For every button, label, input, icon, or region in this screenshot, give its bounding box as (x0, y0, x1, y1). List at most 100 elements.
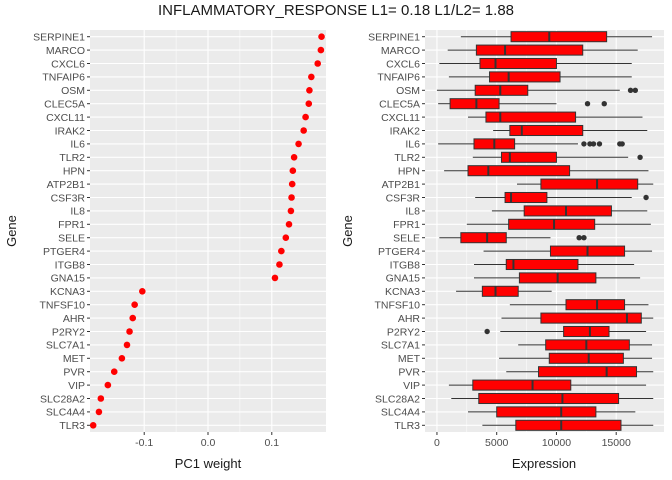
box (508, 218, 596, 230)
gene-label: SLC7A1 (46, 340, 85, 352)
gene-label: VIP (68, 380, 85, 392)
box (449, 98, 500, 110)
box (565, 299, 626, 311)
gene-label: CLEC5A (44, 99, 85, 111)
weight-point (278, 247, 285, 255)
weight-point (104, 381, 112, 389)
weight-point (318, 33, 325, 40)
weight-point (285, 221, 293, 228)
x-tick-label: 0.1 (264, 437, 279, 449)
gene-label: SLC28A2 (375, 393, 420, 405)
gene-label: IL6 (70, 139, 85, 151)
gene-label: CSF3R (386, 192, 421, 204)
box (481, 285, 519, 297)
box (489, 71, 561, 83)
outlier-point (576, 235, 582, 241)
outlier-point (643, 194, 649, 201)
weight-point (126, 328, 133, 335)
weight-point (308, 73, 315, 81)
x-tick-label: 0.0 (201, 437, 216, 449)
gene-label: KCNA3 (385, 286, 420, 298)
outlier-point (601, 101, 607, 107)
weight-point (287, 207, 295, 215)
weight-point (95, 408, 103, 416)
box (472, 379, 572, 391)
outlier-point (596, 141, 603, 147)
gene-label: GNA15 (386, 273, 421, 285)
box (479, 57, 557, 70)
box (548, 352, 624, 364)
weight-point (118, 355, 126, 362)
gene-label: CLEC5A (379, 99, 420, 111)
weight-point (276, 261, 283, 268)
box (505, 258, 579, 271)
gene-label: P2RY2 (52, 326, 85, 338)
outlier-point (590, 141, 597, 147)
weight-point (282, 234, 290, 241)
weight-point (110, 368, 118, 376)
outlier-point (584, 101, 591, 107)
gene-label: TNFAIP6 (42, 72, 85, 84)
gene-label: CSF3R (51, 192, 86, 204)
box (500, 151, 557, 163)
box (523, 205, 612, 217)
weight-point (295, 140, 302, 148)
outlier-point (581, 141, 587, 147)
box (478, 392, 620, 405)
weight-point (97, 395, 105, 402)
weight-point (129, 314, 137, 322)
box (485, 111, 577, 123)
gene-label: ITGB8 (55, 259, 86, 271)
x-tick-label: 0 (434, 437, 440, 449)
gene-label: IL8 (405, 206, 420, 218)
gene-label: MARCO (381, 45, 420, 57)
gene-label: SLC28A2 (40, 393, 85, 405)
gene-label: HPN (63, 166, 85, 178)
gene-label: IL6 (405, 139, 420, 151)
weight-point (288, 180, 296, 188)
x-tick-label: 5000 (485, 437, 509, 449)
box (540, 312, 642, 324)
gene-label: AHR (63, 313, 86, 325)
gene-label: SLC7A1 (381, 340, 420, 352)
x-tick-label: -0.1 (135, 437, 153, 449)
gene-label: AHR (398, 313, 421, 325)
box (496, 406, 597, 418)
box (474, 84, 529, 96)
pc1-x-axis-title: PC1 weight (175, 456, 242, 471)
gene-label: PTGER4 (43, 246, 85, 258)
box (538, 366, 638, 378)
gene-label: SERPINE1 (368, 32, 420, 44)
weight-point (300, 127, 307, 134)
gene-label: PTGER4 (378, 246, 420, 258)
outlier-point (484, 328, 490, 335)
gene-label: ITGB8 (390, 259, 421, 271)
expression-y-axis-title: Gene (340, 215, 355, 247)
box (467, 165, 571, 177)
weight-point (271, 274, 279, 282)
gene-label: TNFAIP6 (377, 72, 420, 84)
weight-point (123, 341, 131, 349)
gene-label: TLR2 (394, 152, 420, 164)
weight-point (306, 87, 313, 94)
box (504, 191, 548, 204)
gene-label: P2RY2 (387, 326, 420, 338)
gene-label: OSM (61, 85, 85, 97)
weight-point (305, 100, 313, 107)
gene-label: GNA15 (51, 273, 86, 285)
weight-point (89, 422, 97, 429)
gene-label: ATP2B1 (47, 179, 85, 191)
weight-point (131, 301, 138, 309)
gene-label: KCNA3 (50, 286, 85, 298)
weight-point (290, 154, 298, 161)
gene-label: HPN (398, 166, 420, 178)
gene-label: SELE (58, 233, 85, 245)
gene-label: FPR1 (393, 219, 420, 231)
outlier-point (632, 87, 639, 94)
gene-label: SELE (393, 233, 420, 245)
box (540, 178, 639, 190)
weight-point (314, 60, 322, 67)
